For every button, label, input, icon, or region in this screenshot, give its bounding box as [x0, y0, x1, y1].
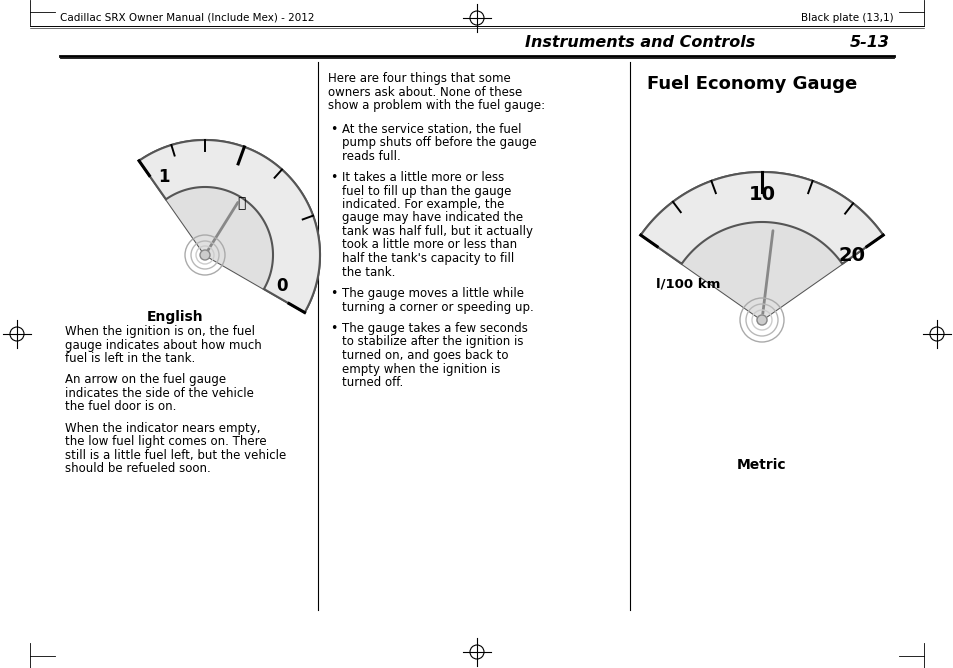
Text: Instruments and Controls: Instruments and Controls	[524, 35, 754, 50]
Polygon shape	[139, 140, 319, 313]
Text: When the ignition is on, the fuel: When the ignition is on, the fuel	[65, 325, 254, 338]
Text: It takes a little more or less: It takes a little more or less	[341, 171, 504, 184]
Polygon shape	[166, 187, 273, 289]
Text: turned off.: turned off.	[341, 376, 403, 389]
Text: show a problem with the fuel gauge:: show a problem with the fuel gauge:	[328, 99, 544, 112]
Text: turning a corner or speeding up.: turning a corner or speeding up.	[341, 301, 533, 313]
Text: When the indicator nears empty,: When the indicator nears empty,	[65, 422, 260, 435]
Text: An arrow on the fuel gauge: An arrow on the fuel gauge	[65, 373, 226, 387]
Circle shape	[757, 315, 766, 325]
Text: •: •	[330, 122, 337, 136]
Text: Black plate (13,1): Black plate (13,1)	[801, 13, 893, 23]
Polygon shape	[640, 172, 882, 264]
Text: The gauge takes a few seconds: The gauge takes a few seconds	[341, 322, 527, 335]
Text: Metric: Metric	[737, 458, 786, 472]
Text: gauge indicates about how much: gauge indicates about how much	[65, 339, 261, 351]
Text: turned on, and goes back to: turned on, and goes back to	[341, 349, 508, 362]
Text: to stabilize after the ignition is: to stabilize after the ignition is	[341, 335, 523, 349]
Text: pump shuts off before the gauge: pump shuts off before the gauge	[341, 136, 536, 149]
Text: took a little more or less than: took a little more or less than	[341, 238, 517, 251]
Text: should be refueled soon.: should be refueled soon.	[65, 462, 211, 476]
Text: the low fuel light comes on. There: the low fuel light comes on. There	[65, 436, 266, 448]
Text: half the tank's capacity to fill: half the tank's capacity to fill	[341, 252, 514, 265]
Text: 20: 20	[838, 246, 865, 265]
Text: fuel to fill up than the gauge: fuel to fill up than the gauge	[341, 184, 511, 198]
Polygon shape	[640, 172, 882, 320]
Text: gauge may have indicated the: gauge may have indicated the	[341, 212, 522, 224]
Text: 10: 10	[748, 184, 775, 204]
Text: reads full.: reads full.	[341, 150, 400, 162]
Text: owners ask about. None of these: owners ask about. None of these	[328, 86, 521, 98]
Text: Cadillac SRX Owner Manual (Include Mex) - 2012: Cadillac SRX Owner Manual (Include Mex) …	[60, 13, 314, 23]
Text: •: •	[330, 287, 337, 300]
Text: Here are four things that some: Here are four things that some	[328, 72, 510, 85]
Text: the tank.: the tank.	[341, 265, 395, 279]
Polygon shape	[139, 140, 319, 313]
Text: 5-13: 5-13	[849, 35, 889, 50]
Text: At the service station, the fuel: At the service station, the fuel	[341, 122, 521, 136]
Text: indicates the side of the vehicle: indicates the side of the vehicle	[65, 387, 253, 400]
Text: 1: 1	[158, 168, 170, 186]
Text: English: English	[147, 310, 203, 324]
Text: l/100 km: l/100 km	[656, 278, 720, 291]
Text: 0: 0	[276, 277, 288, 295]
Text: tank was half full, but it actually: tank was half full, but it actually	[341, 225, 533, 238]
Text: still is a little fuel left, but the vehicle: still is a little fuel left, but the veh…	[65, 449, 286, 462]
Polygon shape	[681, 222, 841, 320]
Text: •: •	[330, 322, 337, 335]
Circle shape	[200, 250, 210, 260]
Text: Fuel Economy Gauge: Fuel Economy Gauge	[646, 75, 857, 93]
Text: •: •	[330, 171, 337, 184]
Text: The gauge moves a little while: The gauge moves a little while	[341, 287, 523, 300]
Text: empty when the ignition is: empty when the ignition is	[341, 363, 500, 375]
Text: fuel is left in the tank.: fuel is left in the tank.	[65, 352, 195, 365]
Text: ⛽: ⛽	[236, 196, 245, 210]
Text: indicated. For example, the: indicated. For example, the	[341, 198, 504, 211]
Text: the fuel door is on.: the fuel door is on.	[65, 401, 176, 413]
